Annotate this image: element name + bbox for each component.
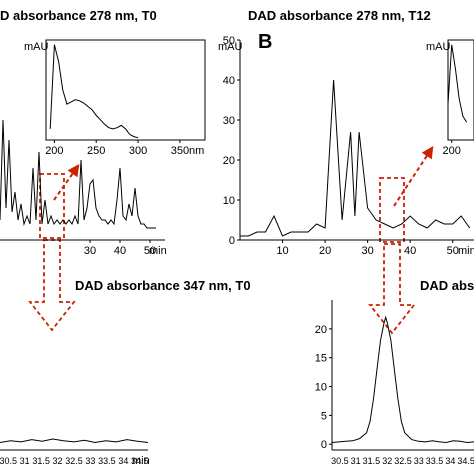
panelA-bottom-series-line — [0, 438, 149, 444]
panelB-bottom-y-tick-label: 0 — [321, 439, 327, 451]
panelB-main-y-tick-label: 30 — [223, 115, 235, 127]
panelA-inset-series-line — [49, 44, 139, 139]
panelA-main-x-tick-label: 30 — [84, 245, 96, 257]
panelB-inset-series-line — [447, 44, 468, 123]
panelA-bottom-x-tick-label: 34.5 — [131, 456, 149, 466]
panelA-bottom-x-tick-label: 32.5 — [65, 456, 83, 466]
panelA-down-arrow — [28, 239, 76, 332]
panelB-bottom-title: DAD abso — [420, 278, 474, 293]
panelB-main-x-tick-label: 10 — [276, 245, 288, 257]
panelB-bottom-x-tick-label: 31.5 — [363, 456, 381, 466]
panelB-bottom-series-line — [331, 315, 474, 444]
panelB-bottom-x-tick-label: 34 — [445, 456, 455, 466]
panelA-inset-x-tick-label: 200 — [45, 145, 63, 157]
panelB-main-x-tick-label: 50 — [447, 245, 459, 257]
panelB-bottom-x-tick-label: 31 — [351, 456, 361, 466]
panelB-bottom-x-tick-label: 33 — [414, 456, 424, 466]
panelB-main-y-tick-label: 20 — [223, 155, 235, 167]
panelA-inset-x-axis-label: nm — [189, 145, 204, 157]
panelB-main-series-line — [240, 79, 471, 237]
panelB-bottom-y-tick-label: 15 — [315, 353, 327, 365]
panelB-main-x-tick-label: 40 — [404, 245, 416, 257]
panelA-inset-chart: 200 250 300 350 nm mAU — [24, 39, 206, 157]
panelA-inset-y-axis-label: mAU — [24, 41, 49, 53]
panelB-main-y-tick-label: 50 — [223, 35, 235, 47]
panelB-inset-x-tick-label: 200 — [443, 145, 461, 157]
panelB-letter: B — [258, 31, 272, 53]
panelA-main-series-line — [0, 119, 156, 229]
panelA-bottom-x-tick-label: 33.5 — [98, 456, 116, 466]
panelA-main-x-tick-label: 50 — [144, 245, 156, 257]
panelA-bottom-x-tick-label: 32 — [53, 456, 63, 466]
panelB-bottom-x-tick-label: 32.5 — [394, 456, 412, 466]
panelA-bottom-x-tick-label: 33 — [85, 456, 95, 466]
panelA-bottom-x-tick-label: 30.5 — [0, 456, 17, 466]
panelB-bottom-x-tick-label: 30.5 — [331, 456, 349, 466]
panelA-bottom-x-axis-label: min — [132, 455, 150, 467]
panelA-inset-x-tick-label: 350 — [171, 145, 189, 157]
panelA-main-x-axis-label: min — [149, 245, 167, 257]
panelA-highlight-box — [39, 173, 65, 239]
panelA-inset-frame — [45, 39, 206, 141]
panelB-highlight-box — [379, 177, 405, 243]
panelB-main-y-tick-label: 40 — [223, 75, 235, 87]
panelB-main-x-tick-label: 20 — [319, 245, 331, 257]
panelB-bottom-y-tick-label: 20 — [315, 324, 327, 336]
panelB-bottom-x-tick-label: 34.5 — [457, 456, 474, 466]
panelA-bottom-x-tick-label: 31.5 — [32, 456, 50, 466]
panelB-main-y-tick-label: 10 — [223, 195, 235, 207]
panelB-bottom-x-tick-label: 33.5 — [426, 456, 444, 466]
panelB-bottom-x-tick-label: 32 — [382, 456, 392, 466]
panelA-top-title: D absorbance 278 nm, T0 — [0, 8, 157, 23]
panelA-inset-x-tick-label: 300 — [129, 145, 147, 157]
panelB-inset-y-axis-label: mAU — [426, 41, 451, 53]
panelA-bottom-x-tick-label: 34 — [118, 456, 128, 466]
panelB-main-y-tick-label: 0 — [229, 235, 235, 247]
panelB-bottom-y-tick-label: 10 — [315, 382, 327, 394]
panelA-main-x-tick-label: 40 — [114, 245, 126, 257]
panelB-main-x-axis-label: min — [458, 245, 474, 257]
panelA-bottom-x-tick-label: 31 — [20, 456, 30, 466]
panelB-main-x-tick-label: 30 — [362, 245, 374, 257]
panelB-top-title: DAD absorbance 278 nm, T12 — [248, 8, 431, 23]
panelA-bottom-title: DAD absorbance 347 nm, T0 — [75, 278, 251, 293]
panelA-inset-arrow — [53, 164, 80, 201]
panelB-inset-frame — [447, 39, 474, 141]
panelB-bottom-y-tick-label: 5 — [321, 410, 327, 422]
panelB-inset-chart: 200 mAU — [426, 39, 474, 157]
panelB-main-y-axis-label: mAU — [218, 41, 243, 53]
panelB-bottom-chart: 30.5 31 31.5 32 32.5 33 33.5 34 34.5 0 5 10 15 20 — [315, 300, 474, 466]
panelB-inset-arrow — [393, 145, 434, 207]
panelA-inset-x-tick-label: 250 — [87, 145, 105, 157]
panelB-down-arrow — [368, 243, 416, 335]
